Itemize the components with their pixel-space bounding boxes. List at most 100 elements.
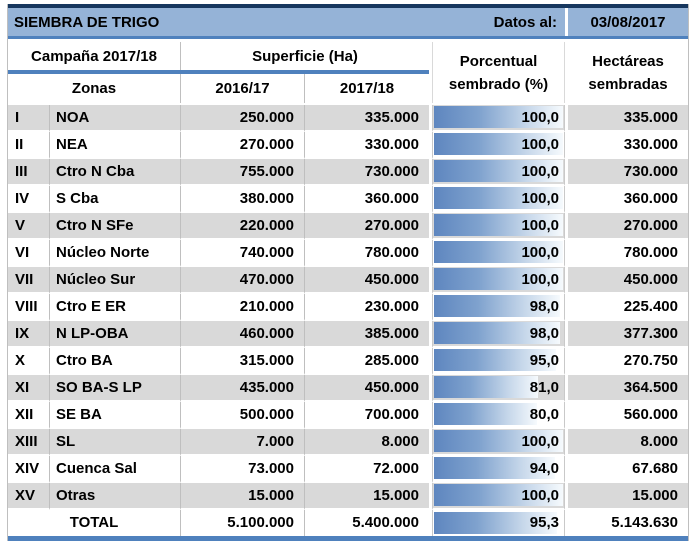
zone-name: NEA: [50, 132, 181, 159]
table-row: XV Otras 15.000 15.000 100,0 15.000: [8, 483, 688, 510]
zone-name: Ctro N Cba: [50, 159, 181, 186]
table-bottom-bar: [8, 536, 688, 541]
porcentual-value: 100,0: [521, 217, 559, 234]
zone-number: I: [8, 105, 50, 132]
data-bar: [434, 457, 556, 479]
hectareas-cell: 730.000: [568, 159, 688, 186]
zone-number: XIV: [8, 456, 50, 483]
zone-number: V: [8, 213, 50, 240]
superficie-2017-18-cell: 730.000: [305, 159, 429, 186]
column-gutter: [565, 294, 568, 321]
hectareas-cell: 377.300: [568, 321, 688, 348]
zone-name: S Cba: [50, 186, 181, 213]
superficie-2016-17-cell: 470.000: [181, 267, 305, 294]
zone-name: Núcleo Norte: [50, 240, 181, 267]
superficie-2017-18-cell: 450.000: [305, 267, 429, 294]
zone-name: SO BA-S LP: [50, 375, 181, 402]
hectareas-cell: 335.000: [568, 105, 688, 132]
table-header: Campaña 2017/18 Superficie (Ha) Zonas 20…: [8, 42, 688, 103]
zone-name: Cuenca Sal: [50, 456, 181, 483]
superficie-2017-18-cell: 285.000: [305, 348, 429, 375]
superficie-2016-17-cell: 15.000: [181, 483, 305, 510]
total-hectareas: 5.143.630: [568, 510, 688, 536]
title-band: SIEMBRA DE TRIGO Datos al: 03/08/2017: [8, 8, 688, 36]
hectareas-cell: 450.000: [568, 267, 688, 294]
zone-name: Ctro E ER: [50, 294, 181, 321]
superficie-2016-17-cell: 73.000: [181, 456, 305, 483]
column-gutter: [429, 429, 432, 456]
porcentual-cell: 100,0: [432, 267, 565, 294]
header-porcentual-line2: sembrado (%): [448, 75, 549, 93]
column-gutter: [429, 294, 432, 321]
column-gutter: [429, 213, 432, 240]
header-2016-17: 2016/17: [181, 74, 305, 103]
hectareas-cell: 67.680: [568, 456, 688, 483]
porcentual-value: 81,0: [529, 379, 559, 396]
hectareas-cell: 364.500: [568, 375, 688, 402]
superficie-2017-18-cell: 230.000: [305, 294, 429, 321]
superficie-2016-17-cell: 460.000: [181, 321, 305, 348]
table-body: I NOA 250.000 335.000 100,0 335.000 II NEA 270.0…: [8, 105, 688, 510]
zone-name: Ctro BA: [50, 348, 181, 375]
porcentual-value: 100,0: [521, 487, 559, 504]
porcentual-cell: 100,0: [432, 132, 565, 159]
hectareas-cell: 270.000: [568, 213, 688, 240]
total-porcentual-cell: 95,3: [432, 510, 565, 536]
zone-number: X: [8, 348, 50, 375]
superficie-2017-18-cell: 450.000: [305, 375, 429, 402]
zone-name: Ctro N SFe: [50, 213, 181, 240]
zone-number: VI: [8, 240, 50, 267]
table-row: I NOA 250.000 335.000 100,0 335.000: [8, 105, 688, 132]
table-top-border: [8, 4, 688, 8]
total-row: TOTAL 5.100.000 5.400.000 95,3 5.143.630: [8, 510, 688, 536]
porcentual-cell: 100,0: [432, 240, 565, 267]
hectareas-cell: 330.000: [568, 132, 688, 159]
header-left-section: Campaña 2017/18 Superficie (Ha) Zonas 20…: [8, 42, 429, 103]
data-bar: [434, 403, 537, 425]
data-bar: [434, 106, 563, 128]
porcentual-cell: 95,0: [432, 348, 565, 375]
header-campana: Campaña 2017/18: [8, 42, 181, 70]
zone-number: IV: [8, 186, 50, 213]
column-gutter: [565, 321, 568, 348]
column-gutter: [565, 429, 568, 456]
total-data-bar: [434, 512, 557, 534]
data-bar: [434, 268, 563, 290]
report-date: 03/08/2017: [568, 8, 688, 36]
zone-number: XV: [8, 483, 50, 510]
column-gutter: [565, 348, 568, 375]
zone-number: XIII: [8, 429, 50, 456]
hectareas-cell: 8.000: [568, 429, 688, 456]
table-row: VIII Ctro E ER 210.000 230.000 98,0 225.400: [8, 294, 688, 321]
datos-al-label: Datos al:: [493, 13, 557, 31]
superficie-2016-17-cell: 210.000: [181, 294, 305, 321]
zone-number: VII: [8, 267, 50, 294]
header-porcentual: Porcentual sembrado (%): [432, 42, 565, 103]
table-row: III Ctro N Cba 755.000 730.000 100,0 730.000: [8, 159, 688, 186]
column-gutter: [429, 267, 432, 294]
superficie-2016-17-cell: 270.000: [181, 132, 305, 159]
superficie-2017-18-cell: 72.000: [305, 456, 429, 483]
data-bar: [434, 295, 561, 317]
porcentual-value: 100,0: [521, 433, 559, 450]
zone-number: IX: [8, 321, 50, 348]
zone-number: XII: [8, 402, 50, 429]
superficie-2017-18-cell: 270.000: [305, 213, 429, 240]
siembra-trigo-table: SIEMBRA DE TRIGO Datos al: 03/08/2017 Ca…: [7, 4, 689, 541]
porcentual-value: 100,0: [521, 244, 559, 261]
superficie-2017-18-cell: 700.000: [305, 402, 429, 429]
porcentual-value: 98,0: [529, 325, 559, 342]
total-label: TOTAL: [8, 510, 181, 536]
column-gutter: [429, 42, 432, 103]
table-row: VII Núcleo Sur 470.000 450.000 100,0 450.000: [8, 267, 688, 294]
column-gutter: [429, 510, 432, 536]
column-gutter: [565, 159, 568, 186]
superficie-2016-17-cell: 435.000: [181, 375, 305, 402]
superficie-2016-17-cell: 250.000: [181, 105, 305, 132]
total-superficie-2016-17: 5.100.000: [181, 510, 305, 536]
report-title: SIEMBRA DE TRIGO: [14, 13, 160, 31]
column-gutter: [565, 456, 568, 483]
header-row-2: Zonas 2016/17 2017/18: [8, 74, 429, 103]
porcentual-cell: 80,0: [432, 402, 565, 429]
hectareas-cell: 360.000: [568, 186, 688, 213]
